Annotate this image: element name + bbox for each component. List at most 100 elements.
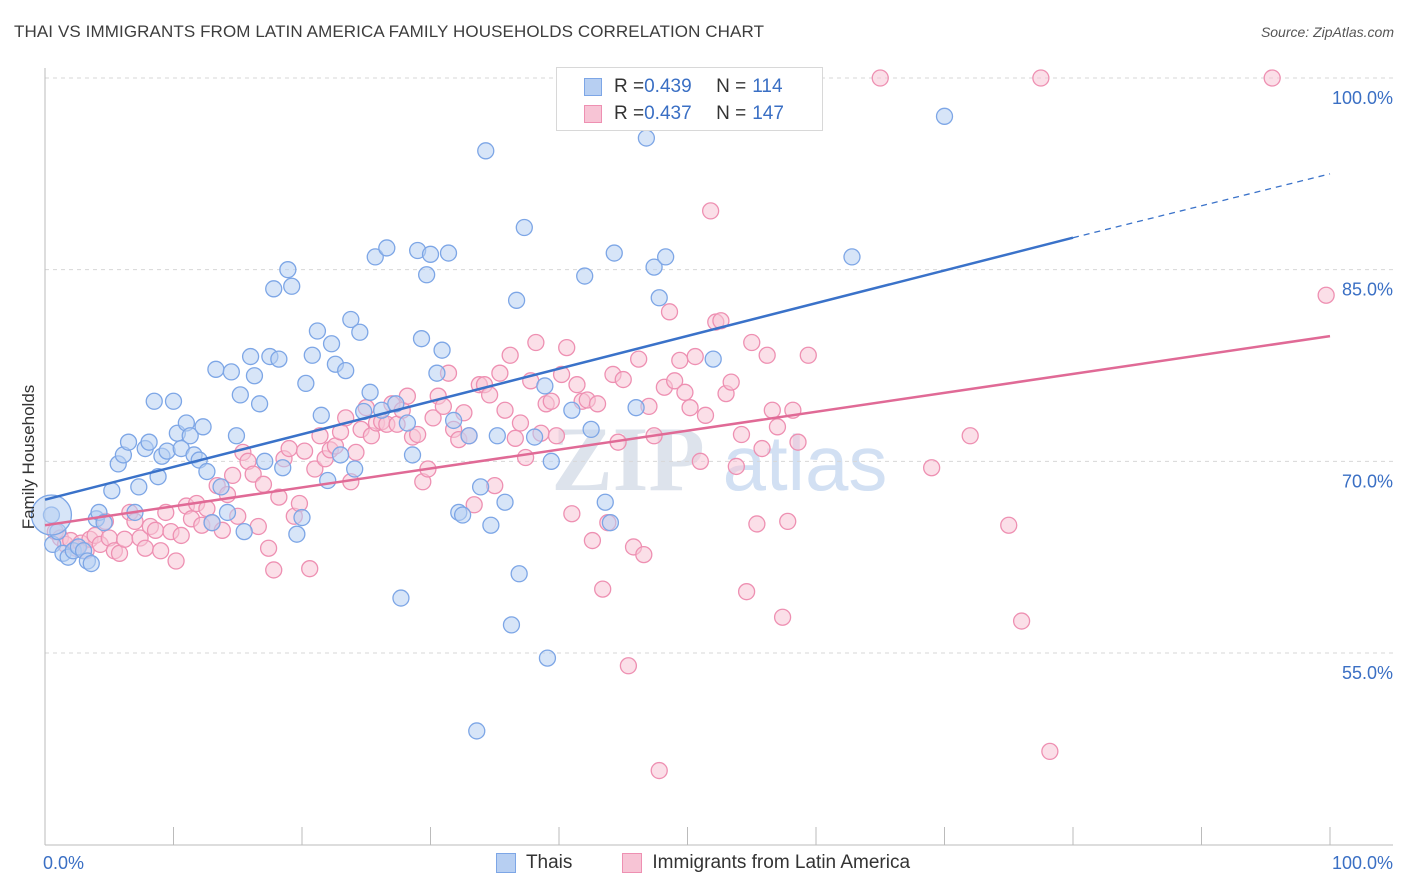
thai-point: [140, 433, 158, 451]
thai-point: [250, 395, 269, 413]
thais-label: Thais: [525, 852, 573, 873]
latin-trend-line: [44, 334, 1331, 527]
thai-point: [510, 565, 528, 583]
thai-point: [82, 554, 100, 573]
y-tick-label: 85.0%: [1342, 280, 1393, 300]
latin-point: [424, 409, 442, 427]
thai-point: [303, 346, 321, 364]
y-axis-label: Family Households: [19, 385, 38, 530]
thai-point: [312, 406, 330, 424]
trend-lines: [44, 173, 1331, 527]
thai-point: [515, 218, 533, 237]
thai-point: [507, 291, 526, 309]
source-label: Source: ZipAtlas.com: [1260, 24, 1394, 40]
thai-point: [145, 392, 163, 410]
latin-point: [583, 531, 602, 550]
latin-point: [290, 494, 309, 513]
x-tick-labels: 0.0% 100.0%: [43, 853, 1393, 873]
latin-point: [270, 488, 288, 506]
thai-point: [222, 363, 240, 381]
thai-point: [601, 514, 620, 532]
thai-point: [279, 261, 297, 279]
thai-point: [637, 129, 656, 147]
latin-point: [254, 475, 273, 493]
thai-point: [95, 514, 113, 532]
latin-point: [223, 466, 242, 485]
thai-point: [525, 428, 544, 446]
latin-point: [773, 608, 792, 626]
thai-point: [337, 361, 355, 380]
thai-point: [627, 399, 645, 417]
thai-point: [158, 442, 176, 460]
thai-point: [231, 386, 249, 404]
thai-point: [536, 377, 554, 395]
thai-point: [274, 459, 292, 477]
thai-point: [346, 460, 364, 478]
thai-point: [331, 446, 350, 464]
legend-item-thais[interactable]: Thais: [495, 852, 573, 874]
thai-point: [421, 245, 440, 263]
thais-trend-extension: [1072, 173, 1331, 239]
latin-point: [136, 539, 154, 557]
thai-point: [645, 258, 663, 276]
latin-point: [547, 427, 566, 445]
legend-r-label: R =: [614, 76, 645, 97]
latin-point: [527, 333, 545, 352]
thai-point: [398, 414, 417, 432]
latin-point: [146, 521, 165, 539]
latin-point: [295, 442, 314, 460]
latin-point: [465, 496, 483, 514]
latin-point: [594, 580, 612, 598]
thai-point: [198, 462, 216, 481]
latin-point: [635, 545, 653, 564]
thai-point: [297, 374, 315, 393]
thai-point: [293, 508, 311, 527]
latin-point: [501, 346, 519, 364]
thai-point: [212, 478, 230, 496]
thai-point: [270, 350, 288, 368]
thai-point: [433, 341, 451, 359]
latin-point: [511, 414, 530, 432]
thais-swatch: [495, 853, 516, 873]
latin-point: [480, 386, 499, 404]
legend-row-thais: R = 0.439 N = 114: [584, 75, 783, 99]
thai-point: [439, 244, 458, 262]
thais-points: [30, 107, 954, 740]
latin-point: [660, 303, 679, 321]
latin-point: [671, 351, 689, 370]
thai-point: [444, 411, 463, 430]
thai-point: [477, 142, 495, 160]
latin-point: [568, 376, 586, 394]
series-legend: Thais Immigrants from Latin America: [0, 852, 1406, 874]
y-tick-labels: 55.0% 70.0% 85.0% 100.0%: [1332, 88, 1393, 683]
thai-point: [265, 280, 283, 298]
thai-point: [308, 322, 327, 340]
legend-n-label: N =: [716, 103, 747, 124]
thai-point: [704, 350, 722, 368]
latin-point: [116, 530, 134, 548]
legend-r-value: 0.439: [644, 76, 692, 97]
thai-point: [235, 522, 253, 541]
latin-point: [779, 512, 797, 531]
thai-point: [843, 248, 861, 266]
latin-swatch: [622, 853, 643, 873]
thai-point: [387, 395, 405, 413]
latin-point: [244, 465, 262, 483]
latin-point: [506, 429, 524, 447]
thai-point: [650, 289, 668, 307]
latin-point: [408, 425, 427, 444]
latin-point: [1263, 69, 1281, 87]
thai-point: [164, 392, 183, 410]
thai-point: [245, 367, 264, 385]
thai-point: [288, 525, 306, 543]
thai-point: [417, 266, 436, 284]
latin-point: [1041, 742, 1059, 761]
latin-point: [558, 338, 576, 357]
latin-point: [167, 552, 185, 570]
legend-row-latin: R = 0.437 N = 147: [584, 102, 784, 126]
legend-item-latin[interactable]: Immigrants from Latin America: [622, 852, 910, 874]
thai-point: [366, 248, 384, 266]
x-tick-label: 100.0%: [1332, 853, 1393, 873]
thai-point: [468, 722, 486, 740]
